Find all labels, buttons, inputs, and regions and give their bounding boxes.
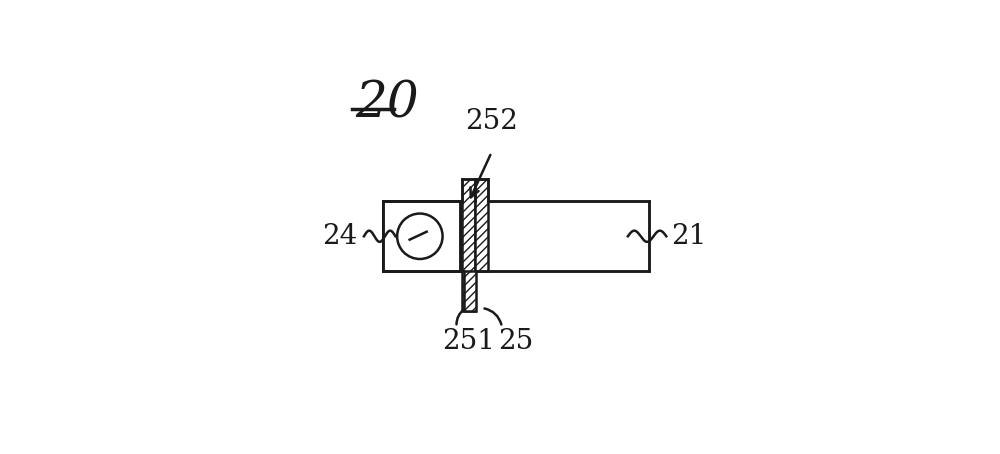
Text: 24: 24 bbox=[322, 223, 357, 250]
Text: 21: 21 bbox=[672, 223, 707, 250]
Bar bbox=[464, 271, 476, 311]
Bar bbox=[475, 178, 488, 271]
Text: 20: 20 bbox=[355, 79, 419, 128]
Text: 25: 25 bbox=[499, 328, 534, 355]
Text: 252: 252 bbox=[465, 108, 518, 135]
Circle shape bbox=[397, 213, 443, 259]
Text: 251: 251 bbox=[443, 328, 496, 355]
Circle shape bbox=[397, 213, 443, 259]
Bar bbox=[383, 201, 460, 271]
Bar bbox=[462, 178, 475, 311]
Bar bbox=[383, 201, 460, 271]
Bar bbox=[384, 202, 459, 270]
Bar bbox=[383, 201, 649, 271]
Bar bbox=[464, 271, 476, 311]
